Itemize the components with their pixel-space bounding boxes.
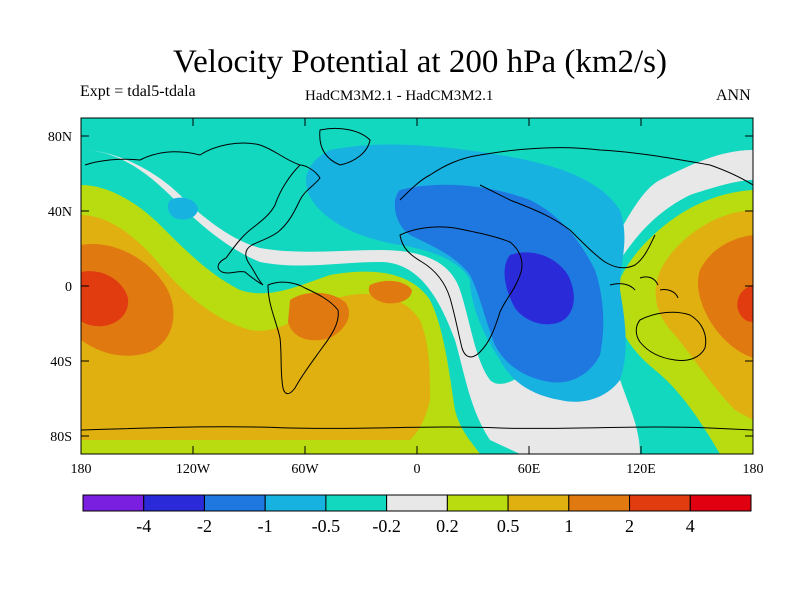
contour-positive-west-4 — [81, 271, 129, 327]
lon-tick-60e: 60E — [518, 462, 541, 477]
colorbar-swatch — [386, 494, 448, 512]
colorbar-label: 4 — [686, 516, 695, 536]
coastline-north-america — [84, 142, 321, 286]
contour-positive-southamerica-2 — [288, 292, 350, 341]
season-label: ANN — [716, 87, 751, 104]
experiment-label: Expt = tdal5-tdala — [80, 83, 196, 100]
lat-tick-80n: 80N — [48, 130, 72, 145]
coastline-greenland — [319, 127, 371, 166]
lat-tick-40s: 40S — [50, 355, 72, 370]
colorbar-swatch — [143, 494, 205, 512]
coastline-antarctica — [81, 426, 753, 431]
lon-tick-180-west: 180 — [71, 462, 92, 477]
colorbar-swatch — [568, 494, 631, 512]
colorbar-label: -0.2 — [372, 516, 401, 536]
colorbar-label: 0.5 — [497, 516, 520, 536]
colorbar-label: -1 — [258, 516, 273, 536]
colorbar-swatch — [689, 494, 752, 512]
colorbar: -4 -2 -1 -0.5 -0.2 0.2 0.5 1 2 4 — [82, 494, 752, 536]
colorbar-label: 2 — [625, 516, 634, 536]
lon-tick-120w: 120W — [176, 462, 211, 477]
coastline-south-america — [267, 281, 339, 395]
colorbar-swatch — [325, 494, 388, 512]
lon-tick-60w: 60W — [291, 462, 319, 477]
lat-tick-0: 0 — [65, 280, 72, 295]
lat-tick-40n: 40N — [48, 205, 72, 220]
coastlines — [81, 127, 753, 431]
coastline-eurasia — [399, 147, 753, 269]
lon-tick-120e: 120E — [626, 462, 656, 477]
colorbar-swatch — [629, 494, 691, 512]
map-title: Velocity Potential at 200 hPa (km2/s) — [172, 44, 668, 80]
contour-positive-east-2 — [697, 235, 753, 358]
lat-axis: 80N 40N 0 40S 80S — [48, 130, 753, 445]
lon-tick-0: 0 — [414, 462, 421, 477]
contour-positive-west-1 — [81, 215, 430, 440]
contour-field — [81, 118, 753, 454]
colorbar-swatch — [507, 494, 570, 512]
colorbar-label: -4 — [136, 516, 151, 536]
model-label: HadCM3M2.1 - HadCM3M2.1 — [305, 88, 494, 104]
coastline-maritime-continent — [609, 276, 679, 299]
colorbar-swatch — [264, 494, 327, 512]
lon-tick-180-east: 180 — [743, 462, 764, 477]
colorbar-swatch — [82, 494, 145, 512]
lat-tick-80s: 80S — [50, 430, 72, 445]
lon-axis: 180 120W 60W 0 60E 120E 180 — [71, 118, 764, 477]
contour-negative-west-blob — [167, 197, 198, 220]
colorbar-label: 0.2 — [436, 516, 459, 536]
colorbar-label: -2 — [197, 516, 212, 536]
colorbar-label: 1 — [564, 516, 573, 536]
colorbar-label: -0.5 — [312, 516, 341, 536]
contour-positive-atlantic-2 — [368, 280, 412, 304]
colorbar-swatch — [203, 494, 266, 512]
colorbar-swatch — [446, 494, 509, 512]
contour-negative-1 — [394, 184, 604, 383]
contour-positive-east-4 — [737, 285, 753, 322]
coastline-africa — [399, 226, 523, 358]
coastline-australia — [635, 311, 707, 361]
